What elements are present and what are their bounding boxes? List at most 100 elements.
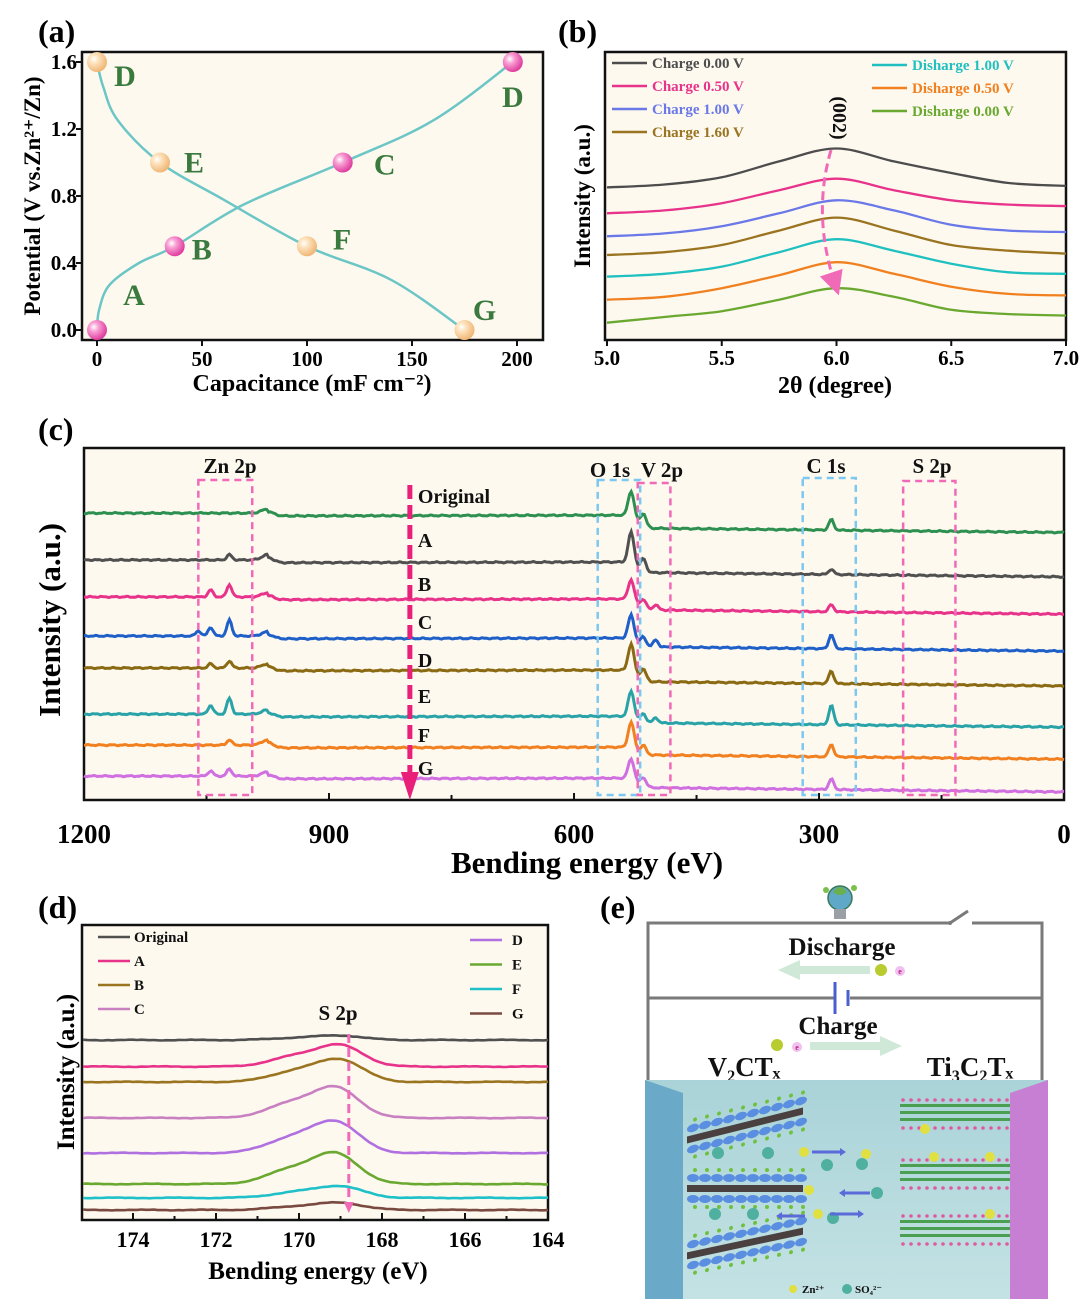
panel-label-c: (c)	[38, 411, 74, 447]
ion-migration-arrowhead	[840, 1148, 846, 1156]
series-label: G	[418, 758, 434, 780]
x-tick-label: 7.0	[1053, 346, 1079, 370]
region-label: O 1s	[590, 458, 630, 482]
point-label: F	[333, 223, 351, 256]
zn-ion	[920, 1124, 930, 1134]
discharge-arrow	[778, 960, 870, 980]
xrd-series-line	[606, 177, 1067, 215]
panel-label-a: (a)	[38, 13, 75, 49]
so4-ion	[709, 1208, 721, 1220]
zn-ion	[804, 1185, 814, 1195]
light-bulb-icon	[823, 885, 857, 919]
x-tick-label: 1200	[57, 819, 111, 849]
legend-zn-label: Zn²⁺	[802, 1284, 825, 1296]
ti3c2tx-layer	[900, 1098, 1010, 1130]
plot-area	[82, 446, 1066, 802]
region-box	[801, 476, 858, 797]
charge-marker-b	[164, 236, 185, 257]
charge-arrow	[810, 1036, 902, 1056]
legend-label: Charge 1.00 V	[652, 102, 744, 118]
ti3c2tx-layer	[900, 1214, 1010, 1246]
discharge-marker-g	[454, 320, 475, 340]
charge-marker-d	[502, 52, 523, 72]
so4-ion	[762, 1147, 774, 1159]
x-tick-label: 164	[532, 1227, 565, 1252]
x-tick-label: 600	[554, 819, 595, 849]
y-tick-label: 0.4	[51, 251, 78, 275]
series-label: Original	[418, 486, 491, 508]
electron-icon	[895, 966, 905, 976]
y-tick-label: 1.6	[51, 50, 77, 74]
x-tick-label: 150	[396, 347, 428, 371]
zn-ion	[799, 1147, 809, 1157]
electrolyte-ions	[709, 1124, 995, 1224]
point-label: B	[192, 233, 212, 266]
series-label: B	[418, 574, 431, 596]
circuit-wires	[646, 909, 1044, 1080]
legend-label: Disharge 0.00 V	[912, 104, 1014, 120]
s2p-series-line	[83, 1119, 549, 1155]
peak-arrowhead	[343, 1202, 354, 1213]
s2p-series-line	[83, 1184, 549, 1200]
region-label: S 2p	[912, 454, 951, 478]
panel-b-xrd-chart: 5.0 5.5 6.0 6.5 7.0 2θ (degree) Intensity (a.u…	[570, 50, 1079, 399]
left-electrode-label: V₂CTₓ	[708, 1052, 781, 1082]
x-tick-label: 100	[291, 347, 323, 371]
x-tick-label: 0	[92, 347, 103, 371]
x-axis-label: Bending energy (eV)	[208, 1258, 427, 1285]
peak-annotation: (002)	[828, 96, 850, 139]
point-label: D	[114, 60, 136, 93]
s2p-series-line	[83, 1042, 549, 1069]
x-tick-label: 168	[366, 1227, 399, 1252]
discharge-marker-e	[150, 152, 170, 173]
xrd-series-line	[606, 238, 1067, 278]
right-electrode-label: Ti₃C₂Tₓ	[927, 1052, 1014, 1082]
xps-series-line	[84, 576, 1064, 617]
panel-a-potential-chart: 0 50 100 150 200 0.0 0.4 0.8 1.2 1.6 Capacitance (…	[20, 50, 545, 397]
discharge-marker-d	[87, 52, 107, 72]
ion-migration-arrowhead	[776, 1212, 782, 1220]
legend-label: Original	[134, 930, 188, 946]
zn-ion	[861, 1149, 871, 1159]
region-box	[596, 478, 642, 797]
so4-ion	[871, 1187, 883, 1199]
x-axis-label: 2θ (degree)	[778, 373, 892, 399]
electron-label: e	[795, 1043, 799, 1052]
xps-series-line	[83, 488, 1065, 535]
legend-label: B	[134, 978, 144, 994]
plot-area	[80, 50, 545, 342]
zn-ion	[985, 1209, 995, 1219]
y-axis-label: Intensity (a.u.)	[53, 994, 80, 1150]
legend-label: F	[512, 982, 521, 998]
ion-migration-arrowhead	[839, 1189, 845, 1197]
legend-label: C	[134, 1002, 145, 1018]
peak-annotation: S 2p	[318, 1001, 357, 1025]
v2ctx-layer	[687, 1168, 807, 1209]
mxene-layers	[687, 1090, 1010, 1275]
legend-label: G	[512, 1007, 524, 1023]
y-axis-label: Intensity (a.u.)	[570, 124, 595, 268]
legend-label: E	[512, 958, 522, 974]
panel-label-e: (e)	[600, 889, 636, 925]
point-label: C	[374, 149, 396, 182]
left-current-collector	[645, 1080, 683, 1299]
right-current-collector	[1010, 1080, 1048, 1299]
plot-area	[80, 923, 550, 1222]
xps-series-line	[83, 687, 1065, 730]
region-label: V 2p	[641, 458, 683, 482]
xps-series-line	[83, 610, 1065, 654]
zn-ion	[929, 1152, 939, 1162]
switch-icon	[948, 921, 952, 925]
region-box	[636, 481, 672, 797]
v2ctx-layer	[687, 1090, 807, 1159]
series-label: C	[418, 612, 432, 634]
legend-label: A	[134, 954, 145, 970]
s2p-series-line	[83, 1033, 549, 1042]
legend-label: Disharge 1.00 V	[912, 58, 1014, 74]
x-tick-label: 6.5	[938, 346, 964, 370]
s2p-series-line	[83, 1150, 548, 1186]
electron-icon	[792, 1042, 802, 1052]
x-tick-label: 174	[117, 1227, 150, 1252]
x-tick-label: 5.5	[709, 346, 735, 370]
